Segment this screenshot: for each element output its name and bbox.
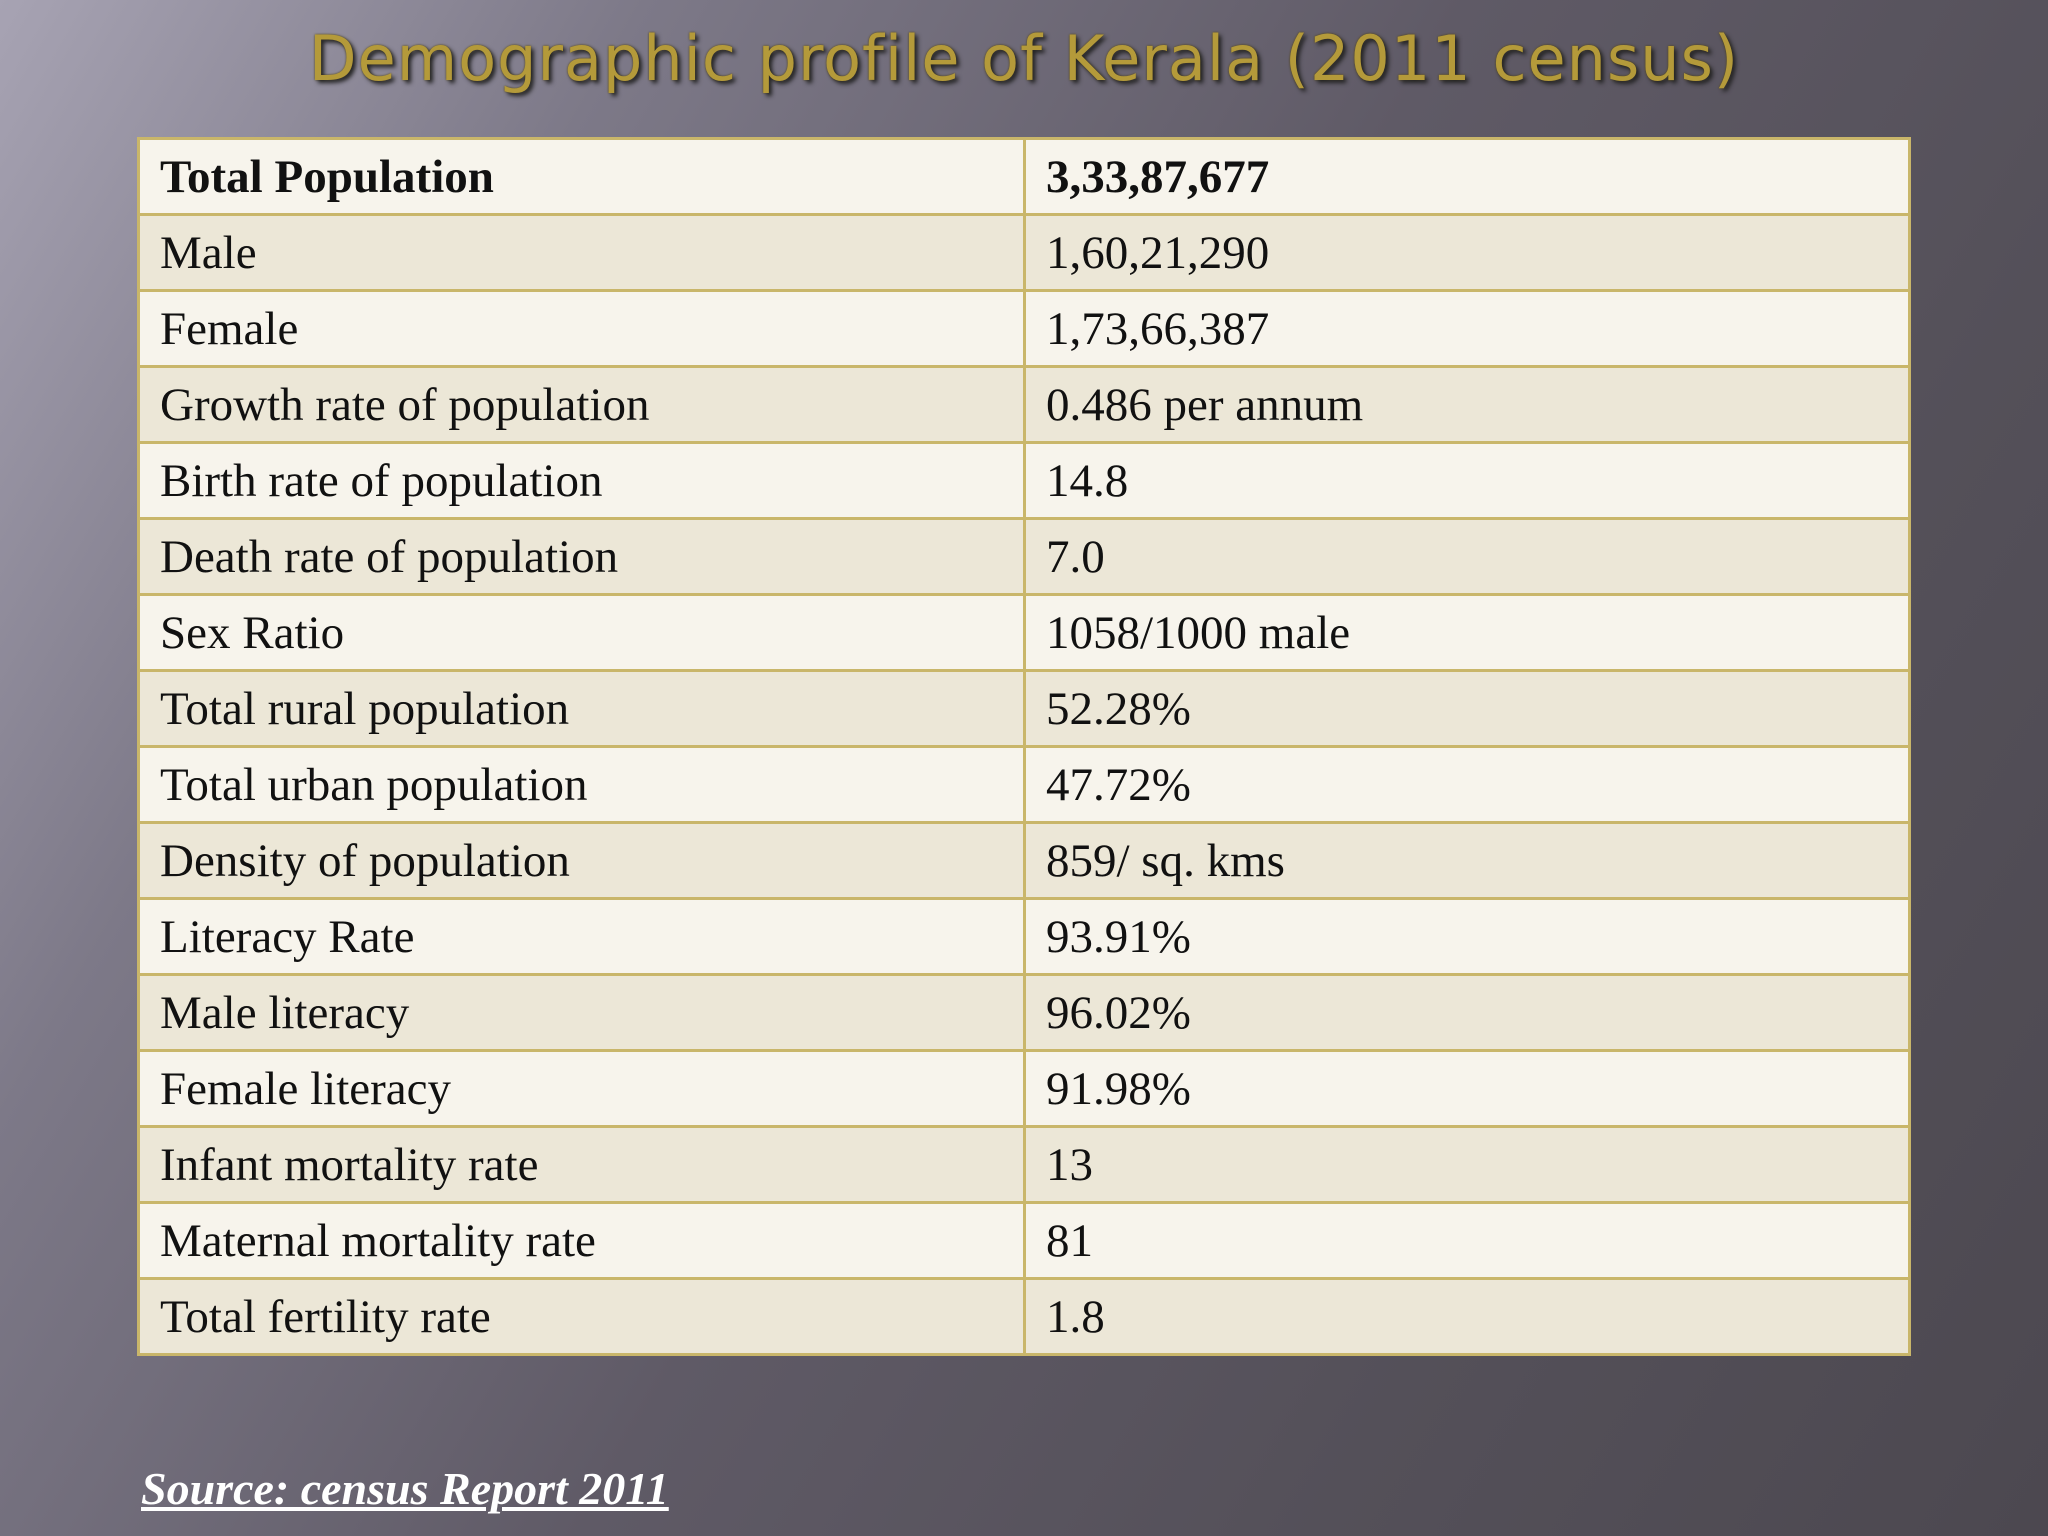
table-row: Female 1,73,66,387 [137, 289, 1911, 368]
row-value: 47.72% [1023, 745, 1911, 824]
row-label: Male literacy [137, 973, 1026, 1052]
table-row: Female literacy 91.98% [137, 1049, 1911, 1128]
row-label: Sex Ratio [137, 593, 1026, 672]
table-row: Growth rate of population 0.486 per annum [137, 365, 1911, 444]
row-label: Total urban population [137, 745, 1026, 824]
table-row: Male literacy 96.02% [137, 973, 1911, 1052]
row-label: Female [137, 289, 1026, 368]
table-row: Total urban population 47.72% [137, 745, 1911, 824]
row-label: Total fertility rate [137, 1277, 1026, 1356]
row-label: Density of population [137, 821, 1026, 900]
row-value: 0.486 per annum [1023, 365, 1911, 444]
row-value: 52.28% [1023, 669, 1911, 748]
row-value: 7.0 [1023, 517, 1911, 596]
row-value: 81 [1023, 1201, 1911, 1280]
table-row: Total Population 3,33,87,677 [137, 137, 1911, 216]
row-label: Birth rate of population [137, 441, 1026, 520]
table-row: Maternal mortality rate 81 [137, 1201, 1911, 1280]
row-label: Female literacy [137, 1049, 1026, 1128]
row-value: 3,33,87,677 [1023, 137, 1911, 216]
row-label: Total rural population [137, 669, 1026, 748]
row-value: 13 [1023, 1125, 1911, 1204]
row-label: Total Population [137, 137, 1026, 216]
data-table: Total Population 3,33,87,677 Male 1,60,21,2… [137, 137, 1911, 1356]
table-row: Total rural population 52.28% [137, 669, 1911, 748]
row-label: Maternal mortality rate [137, 1201, 1026, 1280]
row-value: 1058/1000 male [1023, 593, 1911, 672]
row-value: 859/ sq. kms [1023, 821, 1911, 900]
row-value: 14.8 [1023, 441, 1911, 520]
table-row: Sex Ratio 1058/1000 male [137, 593, 1911, 672]
slide-title: Demographic profile of Kerala (2011 cens… [308, 22, 1740, 95]
row-value: 1,60,21,290 [1023, 213, 1911, 292]
table-row: Death rate of population 7.0 [137, 517, 1911, 596]
row-label: Death rate of population [137, 517, 1026, 596]
table-row: Total fertility rate 1.8 [137, 1277, 1911, 1356]
row-value: 1,73,66,387 [1023, 289, 1911, 368]
row-value: 93.91% [1023, 897, 1911, 976]
table-row: Infant mortality rate 13 [137, 1125, 1911, 1204]
table-row: Density of population 859/ sq. kms [137, 821, 1911, 900]
table-row: Male 1,60,21,290 [137, 213, 1911, 292]
row-label: Literacy Rate [137, 897, 1026, 976]
row-label: Growth rate of population [137, 365, 1026, 444]
table-row: Birth rate of population 14.8 [137, 441, 1911, 520]
row-value: 91.98% [1023, 1049, 1911, 1128]
row-label: Infant mortality rate [137, 1125, 1026, 1204]
row-label: Male [137, 213, 1026, 292]
table-row: Literacy Rate 93.91% [137, 897, 1911, 976]
source-note: Source: census Report 2011 [141, 1463, 669, 1514]
row-value: 96.02% [1023, 973, 1911, 1052]
row-value: 1.8 [1023, 1277, 1911, 1356]
